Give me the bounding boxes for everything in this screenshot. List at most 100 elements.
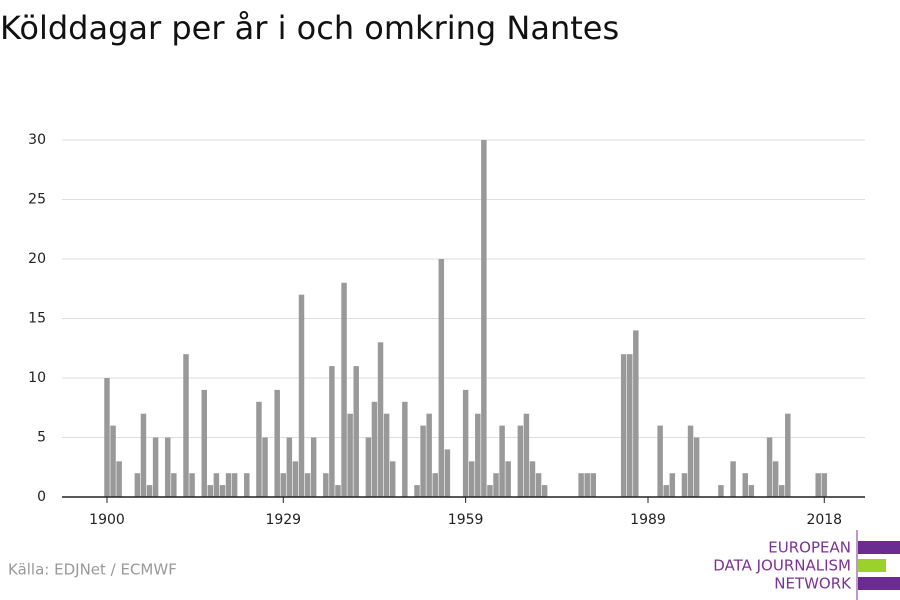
y-tick-label: 15	[28, 311, 46, 327]
bar	[262, 437, 268, 497]
bar	[669, 473, 676, 497]
logo-bar	[858, 577, 900, 590]
bar	[815, 473, 821, 497]
bar	[280, 473, 287, 497]
bar	[371, 401, 378, 497]
bar	[402, 401, 408, 497]
bar	[487, 485, 493, 497]
bar	[231, 473, 238, 497]
bar	[657, 425, 663, 497]
bar	[730, 461, 736, 497]
bar	[693, 437, 700, 497]
logo-bar	[858, 541, 900, 554]
bar	[213, 473, 220, 497]
bar	[140, 413, 147, 497]
bar	[493, 473, 499, 497]
bar	[590, 473, 597, 497]
bar	[681, 473, 688, 497]
bar	[219, 485, 226, 497]
bar	[620, 354, 627, 497]
bar	[165, 437, 171, 497]
bar	[353, 366, 359, 497]
bar	[189, 473, 195, 497]
bar	[584, 473, 590, 497]
bar	[481, 140, 487, 497]
bar	[772, 461, 779, 497]
bar	[341, 282, 347, 497]
bar	[201, 389, 207, 497]
bar	[785, 413, 791, 497]
bar	[304, 473, 311, 497]
x-tick-label: 1900	[89, 512, 125, 528]
bar	[444, 449, 451, 497]
logo-line: DATA JOURNALISM	[713, 557, 851, 575]
bar	[535, 473, 542, 497]
bar	[663, 485, 669, 497]
bar	[377, 342, 384, 497]
bar	[225, 473, 232, 497]
bar	[347, 413, 353, 497]
bar	[298, 294, 305, 497]
bar	[244, 473, 250, 497]
bar	[292, 461, 299, 497]
bar	[529, 461, 536, 497]
x-tick-label: 2018	[806, 512, 842, 528]
bar	[134, 473, 141, 497]
y-tick-label: 25	[28, 192, 46, 208]
bar	[462, 389, 469, 497]
logo-bar	[858, 559, 886, 572]
bar	[426, 413, 432, 497]
bar	[274, 389, 280, 497]
bar	[432, 473, 438, 497]
bar	[505, 461, 511, 497]
y-tick-label: 20	[28, 251, 46, 267]
source: Källa: EDJNet / ECMWF	[8, 561, 177, 579]
x-tick-label: 1989	[630, 512, 666, 528]
bar	[475, 413, 481, 497]
bar	[183, 354, 189, 497]
bar	[778, 485, 785, 497]
y-tick-label: 30	[28, 132, 46, 148]
bar	[541, 485, 548, 497]
bar	[633, 330, 639, 497]
bar	[821, 473, 828, 497]
bar	[383, 413, 390, 497]
bar	[146, 485, 153, 497]
bar	[420, 425, 426, 497]
x-tick-label: 1959	[448, 512, 484, 528]
bar	[335, 485, 341, 497]
bar	[152, 437, 159, 497]
bar	[171, 473, 177, 497]
bar	[499, 425, 505, 497]
bar	[365, 437, 372, 497]
bar	[523, 413, 530, 497]
bar	[104, 378, 110, 497]
x-tick-label: 1929	[265, 512, 301, 528]
logo-line: EUROPEAN	[768, 539, 851, 557]
y-tick-label: 5	[37, 430, 46, 446]
bar	[468, 461, 475, 497]
logo-line: NETWORK	[774, 575, 852, 593]
bar	[748, 485, 755, 497]
y-tick-label: 10	[28, 370, 46, 386]
chart-title: Kölddagar per år i och omkring Nantes	[0, 9, 619, 47]
bar	[256, 401, 262, 497]
bar	[110, 425, 116, 497]
bar	[718, 485, 724, 497]
bar	[323, 473, 329, 497]
bar	[116, 461, 122, 497]
y-tick-label: 0	[37, 489, 46, 505]
bar	[687, 425, 694, 497]
bar	[627, 354, 633, 497]
bar	[438, 259, 445, 497]
bar	[766, 437, 773, 497]
bar	[578, 473, 584, 497]
bar	[286, 437, 293, 497]
bar	[207, 485, 214, 497]
bar	[389, 461, 396, 497]
bar	[329, 366, 335, 497]
bar	[517, 425, 524, 497]
bar	[414, 485, 420, 497]
bar	[742, 473, 748, 497]
